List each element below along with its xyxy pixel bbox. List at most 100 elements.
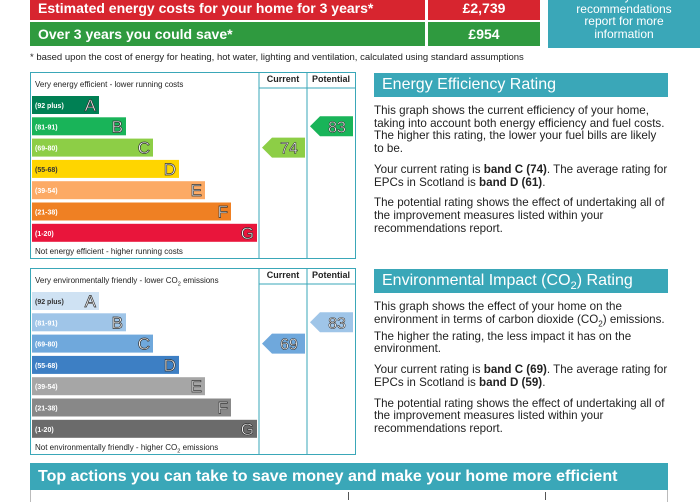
text-segment: band C (69) <box>483 363 547 377</box>
band <box>32 292 99 310</box>
text-segment: This graph shows the current efficiency … <box>374 104 665 156</box>
panel-heading: Energy Efficiency Rating <box>374 73 668 97</box>
text-segment: Not energy efficient - higher running co… <box>35 247 183 256</box>
recommendations-note: See your recommendations report for more… <box>548 0 700 48</box>
table-stub <box>30 490 668 502</box>
text-segment: 2 <box>177 448 181 455</box>
text-segment: Your current rating is <box>374 162 484 176</box>
cost-label: Over 3 years you could save* <box>38 26 233 42</box>
band <box>32 313 126 332</box>
cost-value: £954 <box>428 22 540 46</box>
text-segment: 2 <box>598 319 603 329</box>
rating-value: 83 <box>328 119 346 136</box>
band-letter: F <box>218 399 228 418</box>
text-segment: . The average rating for EPCs in Scotlan… <box>374 162 668 189</box>
band-range: (21-38) <box>35 406 58 413</box>
text-segment: 2 <box>570 280 577 293</box>
column-header: Current <box>266 270 300 280</box>
band-range: (39-54) <box>35 188 58 195</box>
footnote: * based upon the cost of energy for heat… <box>30 52 524 63</box>
band-range: (21-38) <box>35 210 58 217</box>
band-letter: G <box>241 420 254 439</box>
band-range: (55-68) <box>35 167 58 174</box>
band <box>32 355 179 374</box>
cost-row: Estimated energy costs for your home for… <box>30 0 425 20</box>
band-letter: C <box>138 139 150 158</box>
rating-chart: (92 plus) A (81-91) B (69-80) C (55-68) D (39-54… <box>30 268 356 455</box>
band-letter: B <box>112 117 123 136</box>
band <box>32 334 153 353</box>
divider <box>348 492 349 500</box>
chart-graphic: (92 plus) A (81-91) B (69-80) C (55-68) D (39-54… <box>32 269 355 454</box>
rating-value: 83 <box>328 315 346 332</box>
text-segment: . <box>542 175 546 189</box>
text-segment: band D (61) <box>479 175 543 189</box>
band-range: (55-68) <box>35 363 58 370</box>
text-segment: Your current rating is <box>374 363 484 377</box>
text-segment: Not environmentally friendly - higher CO <box>35 443 178 452</box>
band-range: (1-20) <box>35 427 54 434</box>
column-header: Potential <box>311 270 350 280</box>
chart-graphic: (92 plus) A (81-91) B (69-80) C (55-68) D (39-54… <box>32 73 355 258</box>
band-letter: A <box>85 96 97 115</box>
banner: Top actions you can take to save money a… <box>30 463 668 490</box>
scale-bottom-text: Not energy efficient - higher running co… <box>35 247 183 256</box>
band-range: (81-91) <box>35 320 58 327</box>
band-range: (69-80) <box>35 146 58 153</box>
text-segment: The potential rating shows the effect of… <box>374 196 665 235</box>
paragraph: Your current rating is band C (74). The … <box>374 162 668 189</box>
column-header: Potential <box>311 74 350 84</box>
divider <box>545 492 546 500</box>
band-letter: C <box>138 335 150 354</box>
paragraph: The potential rating shows the effect of… <box>374 396 668 436</box>
cost-row: Over 3 years you could save* <box>30 22 425 46</box>
rating-chart: (92 plus) A (81-91) B (69-80) C (55-68) D (39-54… <box>30 72 356 259</box>
info-panel: Energy Efficiency Rating This graph shows… <box>374 73 668 235</box>
rating-arrow <box>262 137 305 158</box>
band-range: (69-80) <box>35 342 58 349</box>
band-range: (1-20) <box>35 231 54 238</box>
cost-value: £2,739 <box>428 0 540 20</box>
band <box>32 138 153 157</box>
band <box>32 117 126 136</box>
band-letter: G <box>241 224 254 243</box>
band-letter: D <box>164 160 176 179</box>
text-segment: band D (59) <box>479 375 543 389</box>
band-letter: E <box>191 377 202 396</box>
text-segment: Environmental Impact (CO <box>382 272 571 289</box>
paragraph: The potential rating shows the effect of… <box>374 196 668 235</box>
text-segment: . <box>542 375 546 389</box>
rating-arrow <box>310 116 353 137</box>
text-segment: Energy Efficiency Rating <box>382 76 557 93</box>
band-letter: D <box>164 356 176 375</box>
text-segment: band C (74) <box>483 162 547 176</box>
text-segment: This graph shows the effect of your home… <box>374 300 622 326</box>
column-header: Current <box>266 74 300 84</box>
paragraph: Your current rating is band C (69). The … <box>374 363 668 389</box>
text-segment: . The average rating for EPCs in Scotlan… <box>374 363 668 389</box>
band-range: (39-54) <box>35 384 58 391</box>
text-segment: ) emissions. The higher the rating, the … <box>374 312 665 356</box>
band <box>32 159 179 178</box>
band <box>32 181 205 200</box>
text-segment: ) Rating <box>576 272 633 289</box>
band <box>32 202 231 221</box>
band <box>32 398 231 417</box>
text-segment: Very energy efficient - lower running co… <box>35 80 184 89</box>
paragraph: This graph shows the current efficiency … <box>374 104 668 156</box>
rating-arrow <box>310 312 353 333</box>
text-segment: Very environmentally friendly - lower CO <box>35 276 178 285</box>
text-segment: emissions <box>180 443 219 452</box>
text-segment: emissions <box>180 276 219 285</box>
rating-value: 69 <box>280 337 298 354</box>
scale-top-text: Very environmentally friendly - lower CO… <box>35 276 219 288</box>
band <box>32 377 205 396</box>
band-range: (81-91) <box>35 124 58 131</box>
scale-bottom-text: Not environmentally friendly - higher CO… <box>35 443 218 455</box>
band-range: (92 plus) <box>35 103 64 110</box>
text-segment: The potential rating shows the effect of… <box>374 396 665 435</box>
scale-top-text: Very energy efficient - lower running co… <box>35 80 183 89</box>
band-letter: E <box>191 181 202 200</box>
text-segment: 2 <box>177 281 181 288</box>
